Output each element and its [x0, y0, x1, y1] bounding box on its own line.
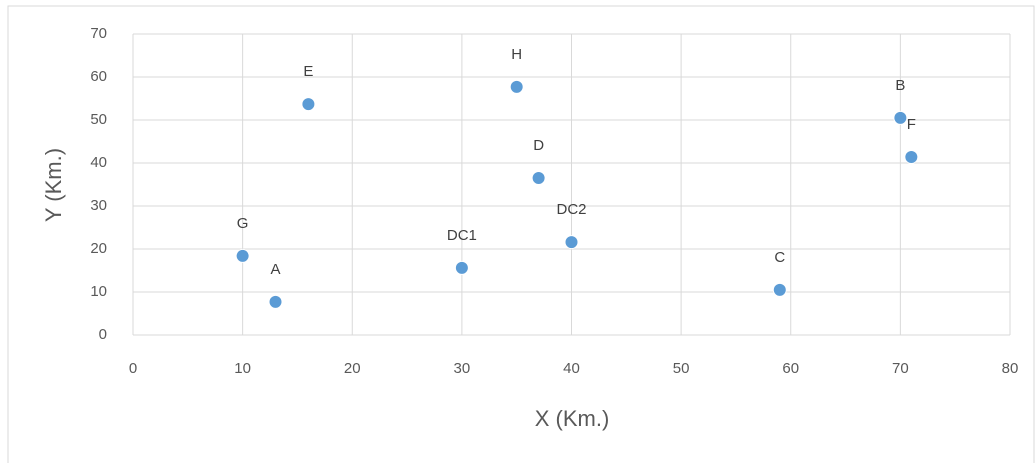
point-label: DC2	[556, 201, 586, 218]
point	[904, 149, 919, 164]
y-tick-label: 50	[90, 111, 107, 128]
x-tick-label: 60	[782, 360, 799, 377]
x-tick-label: 20	[344, 360, 361, 377]
y-tick-label: 30	[90, 197, 107, 214]
point	[301, 97, 316, 112]
point-label: C	[774, 249, 785, 266]
point	[509, 79, 524, 94]
y-tick-label: 70	[90, 25, 107, 42]
y-tick-label: 40	[90, 154, 107, 171]
point-label: E	[303, 63, 313, 80]
point-label: H	[511, 46, 522, 63]
y-tick-label: 60	[90, 68, 107, 85]
chart-frame	[7, 5, 1035, 463]
point	[531, 171, 546, 186]
x-tick-label: 40	[563, 360, 580, 377]
point-label: DC1	[447, 227, 477, 244]
y-axis-title: Y (Km.)	[41, 148, 66, 222]
point-label: B	[895, 77, 905, 94]
x-tick-label: 80	[1002, 360, 1019, 377]
x-tick-label: 30	[454, 360, 471, 377]
point	[454, 260, 469, 275]
y-tick-label: 20	[90, 240, 107, 257]
point	[893, 110, 908, 125]
point-label: A	[271, 261, 281, 278]
point	[564, 235, 579, 250]
point-label: G	[237, 215, 249, 232]
point-label: F	[907, 116, 916, 133]
y-tick-label: 10	[90, 283, 107, 300]
x-tick-label: 50	[673, 360, 690, 377]
y-tick-label: 0	[99, 326, 107, 343]
point-label: D	[533, 137, 544, 154]
x-tick-label: 10	[234, 360, 251, 377]
point	[268, 294, 283, 309]
point	[772, 282, 787, 297]
x-axis-title: X (Km.)	[535, 406, 610, 431]
x-tick-label: 70	[892, 360, 909, 377]
point	[235, 248, 250, 263]
x-tick-label: 0	[129, 360, 137, 377]
